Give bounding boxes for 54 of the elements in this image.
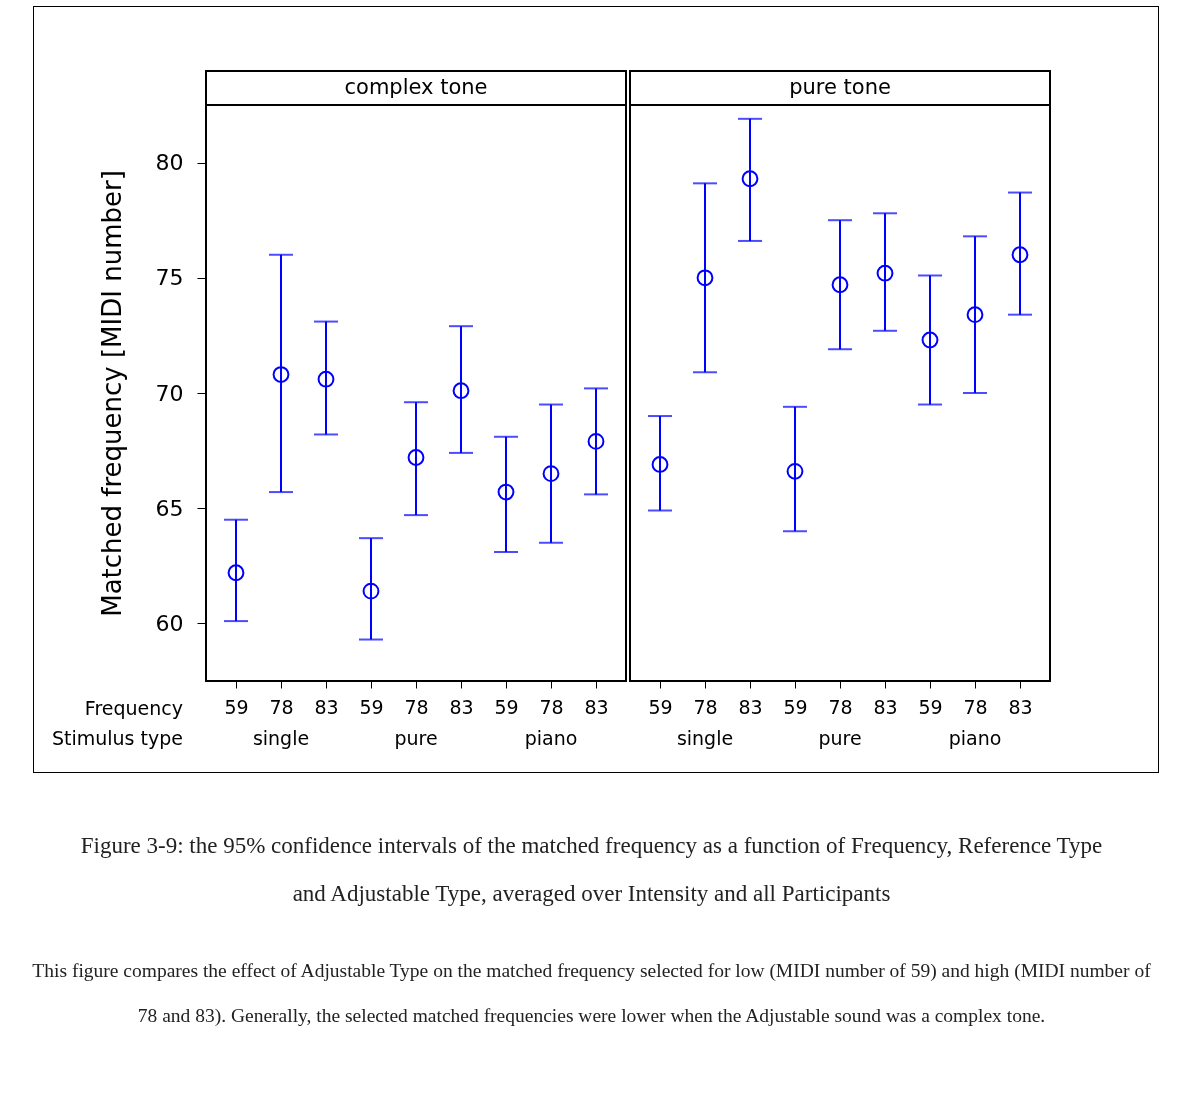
chart-title: complex tone: [344, 75, 488, 99]
y-tick-label: 75: [155, 265, 184, 291]
point: [696, 269, 714, 287]
y-axis-title: Matched frequency [MIDI number]: [96, 170, 127, 617]
x-tick-label: 59: [359, 695, 384, 718]
point: [1011, 246, 1029, 264]
x-tick-label: 83: [1008, 695, 1033, 718]
x-tick-label: 83: [449, 695, 474, 718]
point: [921, 331, 939, 349]
x-tick-label: 59: [494, 695, 519, 718]
y-tick-label: 65: [155, 495, 184, 521]
point: [452, 382, 470, 400]
x-tick-label: 59: [648, 695, 673, 718]
caption: Figure 3-9: the 95% confidence intervals of the matched frequency as a function of Frequency, Reference Type and Adjustable Type, averaged over Intensity and all Participants: [79, 832, 1104, 908]
point: [587, 432, 605, 450]
x-tick-label: 83: [584, 695, 609, 718]
x-tick-label: 83: [873, 695, 898, 718]
x-tick-label: 83: [738, 695, 763, 718]
point: [876, 264, 894, 282]
point: [362, 582, 380, 600]
text: piano: [948, 727, 1002, 749]
point: [651, 456, 669, 473]
point: [966, 306, 984, 324]
x-tick-label: 59: [783, 695, 808, 718]
point: [317, 370, 335, 388]
x-tick-label: 78: [828, 695, 853, 718]
point: [227, 564, 245, 582]
point: [831, 276, 849, 294]
x-tick-label: 59: [224, 695, 249, 718]
y-tick-label: 80: [155, 150, 184, 176]
text: Stimulus type: [51, 727, 183, 749]
x-tick-label: 78: [693, 695, 718, 718]
y-tick-label: 60: [155, 610, 184, 636]
text: piano: [524, 727, 578, 749]
text: single: [252, 727, 310, 749]
text: Frequency: [84, 697, 183, 719]
point: [407, 449, 425, 466]
text: pure: [394, 727, 438, 749]
text: This figure compares the effect of Adjustable Type on the matched frequency selected for low (MIDI number of 59) and high (MIDI number of 78 and 83). Generally, the selected matched frequencies were lower when the Adjustable sound was a complex tone.: [32, 960, 1151, 1026]
x-tick-label: 78: [539, 695, 564, 718]
text: pure: [818, 727, 862, 749]
x-tick-label: 78: [963, 695, 988, 718]
x-tick-label: 59: [918, 695, 943, 718]
point: [542, 465, 560, 483]
point: [497, 483, 515, 501]
text: single: [676, 727, 734, 749]
x-tick-label: 78: [269, 695, 294, 718]
x-tick-label: 78: [404, 695, 429, 718]
point: [272, 366, 290, 383]
point: [786, 462, 804, 480]
x-tick-label: 83: [314, 695, 339, 718]
y-tick-label: 70: [155, 380, 184, 406]
chart-title: pure tone: [789, 75, 891, 99]
point: [741, 170, 759, 188]
